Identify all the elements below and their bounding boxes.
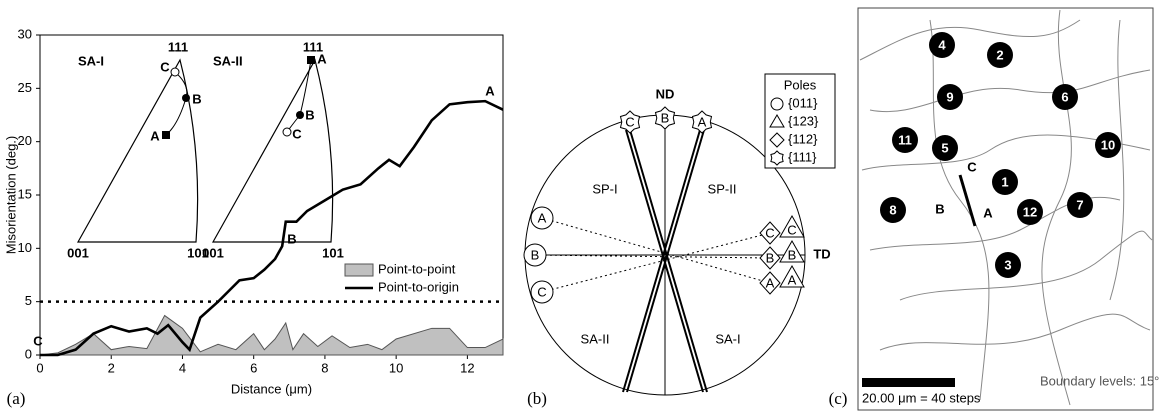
legend-title: Poles (784, 77, 817, 92)
pole-label: B (531, 247, 540, 262)
y-tick-label: 0 (25, 346, 32, 361)
trace-label: SA-II (581, 331, 610, 346)
plot-frame (40, 35, 503, 355)
stereo-triangle (213, 60, 333, 242)
grain-label: 3 (1004, 257, 1011, 272)
inset-point-label: C (292, 126, 302, 141)
y-axis-label: Misorientation (deg.) (3, 136, 18, 255)
inset-point-label: C (160, 59, 170, 74)
axis-label: ND (656, 86, 675, 101)
x-tick-label: 4 (179, 360, 186, 375)
inset-point-label: A (150, 128, 160, 143)
x-tick-label: 8 (321, 360, 328, 375)
pole-dotted (542, 218, 770, 283)
stereo-triangle (78, 60, 198, 242)
y-tick-label: 20 (18, 133, 32, 148)
pole-label: C (787, 222, 796, 237)
x-tick-label: 12 (460, 360, 474, 375)
panel-label: (c) (829, 389, 848, 408)
y-tick-label: 15 (18, 186, 32, 201)
grain-label: 5 (941, 140, 948, 155)
boundary-note: Boundary levels: 15° (1040, 373, 1159, 388)
legend-label: {112} (788, 131, 818, 146)
axis-label: TD (813, 246, 830, 261)
grain-label: 8 (889, 202, 896, 217)
point-open (283, 128, 291, 136)
grain-label: 4 (938, 37, 946, 52)
legend-swatch (345, 264, 373, 276)
inset-title: SA-I (78, 53, 104, 68)
point-label: A (485, 83, 495, 98)
figure: 051015202530024681012Distance (μm)Misori… (0, 0, 1159, 413)
point-filled (296, 111, 304, 119)
scale-bar (862, 378, 955, 387)
point-label: B (287, 231, 296, 246)
pole-label: B (788, 247, 797, 262)
y-tick-label: 25 (18, 80, 32, 95)
inset-point-label: A (317, 51, 327, 66)
trace-line (630, 130, 707, 392)
grain-label: 9 (946, 89, 953, 104)
y-tick-label: 30 (18, 26, 32, 41)
x-tick-label: 2 (108, 360, 115, 375)
trace-label: SP-I (592, 181, 617, 196)
x-tick-label: 10 (389, 360, 403, 375)
grain-label: 10 (1101, 137, 1115, 152)
corner-label: 101 (322, 245, 344, 260)
corner-label: 001 (202, 245, 224, 260)
legend-label: Point-to-origin (378, 279, 459, 294)
x-axis-label: Distance (μm) (231, 381, 312, 396)
pole-label: A (788, 272, 797, 287)
x-tick-label: 0 (36, 360, 43, 375)
line-label: C (967, 159, 977, 174)
legend-label: {011} (788, 95, 818, 110)
grain-label: 11 (898, 132, 912, 147)
panel-label: (a) (7, 389, 26, 408)
legend-label: Point-to-point (378, 261, 456, 276)
y-tick-label: 10 (18, 240, 32, 255)
corner-label: 111 (168, 39, 188, 54)
pole-label: C (537, 284, 546, 299)
point-label: C (33, 333, 43, 348)
grain-label: 12 (1023, 204, 1037, 219)
pole-label: A (698, 114, 707, 129)
point-square (162, 131, 170, 139)
grain-label: 2 (996, 47, 1003, 62)
legend-label: {111} (788, 149, 817, 164)
y-tick-label: 5 (25, 293, 32, 308)
legend-label: {123} (788, 113, 819, 128)
pole-label: C (625, 114, 634, 129)
inset-point-label: B (305, 107, 314, 122)
legend-symbol (771, 98, 783, 110)
grain-label: 6 (1061, 89, 1068, 104)
inset-point-label: B (192, 91, 201, 106)
path-curve (166, 72, 187, 135)
point-filled (182, 94, 190, 102)
pole-label: A (766, 275, 775, 290)
line-label: B (935, 201, 944, 216)
panel-label: (b) (527, 389, 547, 408)
pole-label: C (765, 225, 774, 240)
trace-label: SP-II (708, 181, 737, 196)
inset-title: SA-II (213, 53, 243, 68)
scan-line (960, 175, 975, 226)
scale-bar-label: 20.00 μm = 40 steps (862, 390, 981, 405)
area (40, 316, 503, 355)
line (40, 101, 503, 355)
pole-label: B (766, 250, 775, 265)
point-square (307, 56, 315, 64)
pole-label: B (661, 110, 670, 125)
corner-label: 001 (67, 245, 89, 260)
grain-label: 1 (1001, 174, 1008, 189)
x-tick-label: 6 (250, 360, 257, 375)
trace-line (623, 130, 700, 392)
page: {"chart_data": {"type": "line", "panel_l… (0, 0, 1159, 413)
grain-label: 7 (1076, 197, 1083, 212)
line-label: A (983, 205, 993, 220)
point-open (171, 68, 179, 76)
pole-label: A (538, 210, 547, 225)
trace-label: SA-I (715, 331, 740, 346)
